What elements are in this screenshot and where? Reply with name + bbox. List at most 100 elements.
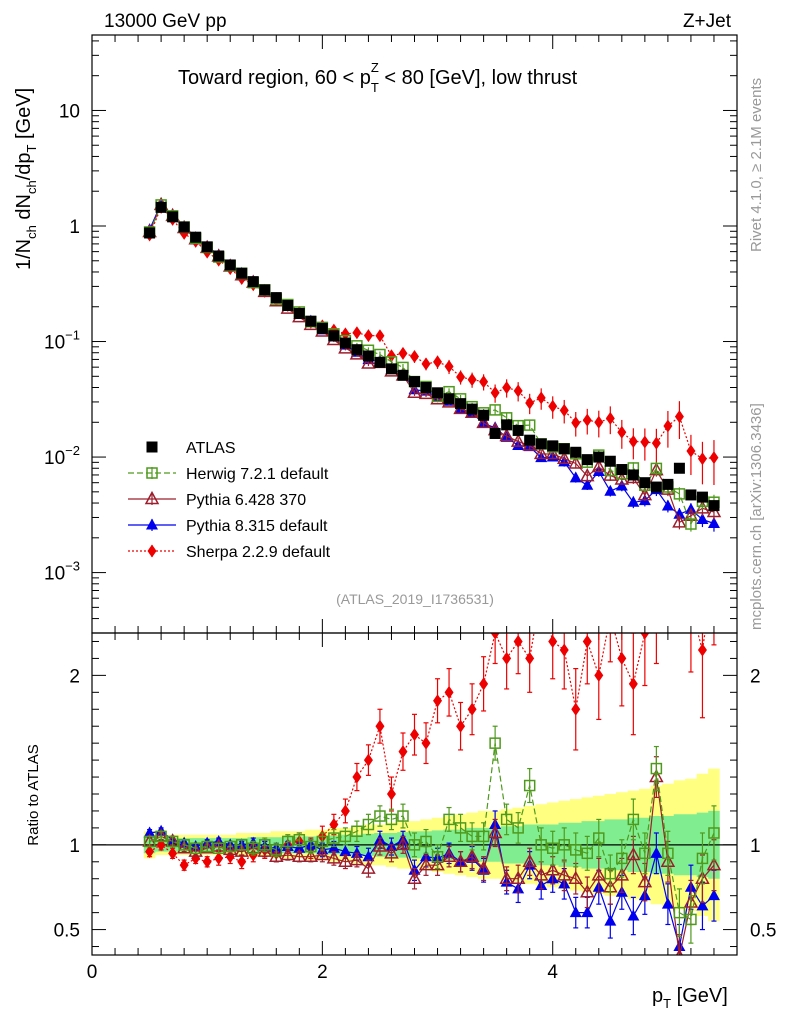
energy-label: 13000 GeV pp bbox=[104, 11, 227, 32]
herwig-ratio-point bbox=[247, 842, 259, 854]
y-tick-label: 10 bbox=[59, 101, 80, 122]
atlas-data-point bbox=[593, 451, 605, 463]
pythia6-main-point bbox=[499, 427, 514, 442]
pythia6-ratio-point bbox=[338, 853, 353, 868]
title-part-a: Toward region, 60 < p bbox=[178, 67, 371, 89]
process-label: Z+Jet bbox=[683, 11, 732, 32]
legend-label-herwig: Herwig 7.2.1 default bbox=[186, 466, 329, 483]
sherpa-ratio-point bbox=[467, 702, 477, 716]
pythia8-main-point bbox=[581, 478, 594, 490]
sherpa-ratio-point bbox=[537, 584, 546, 597]
herwig-ratio-point bbox=[397, 810, 409, 822]
sherpa-main-point bbox=[398, 346, 408, 360]
pythia6-ratio-point bbox=[315, 846, 330, 861]
pythia6-ratio-point bbox=[395, 836, 411, 851]
sherpa-main-point bbox=[674, 410, 684, 424]
atlas-data-point bbox=[397, 369, 409, 381]
pythia6-main-point bbox=[603, 467, 618, 481]
sherpa-ratio-point bbox=[617, 651, 627, 665]
pythia8-ratio-point bbox=[569, 906, 582, 918]
herwig-main-point bbox=[650, 462, 663, 475]
pythia6-main-point bbox=[407, 384, 422, 399]
series-pythia6-ratio bbox=[142, 756, 722, 955]
atlas-data-point bbox=[535, 438, 547, 450]
herwig-ratio-point bbox=[466, 830, 478, 843]
herwig-ratio-point bbox=[178, 839, 190, 851]
herwig-ratio-point bbox=[270, 844, 283, 856]
pythia6-main-point bbox=[672, 514, 687, 528]
sherpa-ratio-point bbox=[202, 855, 212, 869]
pythia8-ratio-point bbox=[604, 914, 617, 926]
y-tick-label: 1 bbox=[69, 217, 80, 238]
legend-marker-atlas bbox=[146, 441, 158, 453]
herwig-ratio-point bbox=[328, 832, 340, 844]
sherpa-ratio-point bbox=[398, 745, 408, 759]
atlas-data-point bbox=[627, 469, 639, 481]
atlas-data-point bbox=[316, 322, 328, 334]
herwig-ratio-point bbox=[489, 737, 501, 749]
sherpa-ratio-point bbox=[606, 610, 615, 623]
legend-label-atlas: ATLAS bbox=[186, 440, 236, 457]
atlas-data-point bbox=[328, 330, 340, 342]
pythia6-ratio-point bbox=[626, 846, 641, 861]
pythia6-ratio-point bbox=[510, 870, 526, 884]
sherpa-ratio-point bbox=[456, 719, 466, 733]
atlas-data-point bbox=[570, 446, 582, 458]
legend-entry-atlas: ATLAS bbox=[146, 440, 236, 457]
sherpa-main-point bbox=[410, 349, 419, 363]
sherpa-main-point bbox=[594, 415, 604, 429]
sherpa-main-point bbox=[686, 444, 696, 458]
herwig-ratio-point bbox=[305, 840, 317, 853]
ratio-y-label: Ratio to ATLAS bbox=[25, 744, 42, 845]
pythia8-main-point bbox=[661, 499, 674, 511]
herwig-ratio-point bbox=[282, 835, 294, 848]
pythia6-ratio-point bbox=[326, 850, 342, 864]
herwig-main-point bbox=[673, 488, 686, 500]
sherpa-ratio-point bbox=[340, 804, 350, 818]
ratio-panel: 0 2 4 0.5 0.5 1 1 2 2 bbox=[54, 466, 776, 983]
atlas-data-point bbox=[512, 424, 524, 436]
sherpa-ratio-point bbox=[421, 736, 431, 750]
atlas-data-point bbox=[201, 241, 213, 253]
sherpa-ratio-point bbox=[594, 668, 604, 682]
ratio-y-tick-label-right: 1 bbox=[750, 836, 761, 857]
title-sup: Z bbox=[371, 60, 379, 75]
pythia6-ratio-point bbox=[591, 867, 607, 881]
pythia8-ratio-point bbox=[661, 897, 674, 909]
sherpa-ratio-point bbox=[571, 702, 581, 716]
herwig-ratio-point bbox=[662, 847, 674, 860]
herwig-ratio-line bbox=[149, 743, 715, 921]
sherpa-main-point bbox=[386, 349, 396, 363]
pythia6-ratio-point bbox=[188, 843, 203, 857]
sherpa-main-point bbox=[375, 329, 385, 343]
herwig-ratio-point bbox=[593, 832, 605, 844]
legend: ATLAS Herwig 7.2.1 default Pythia 6.428 37… bbox=[128, 440, 331, 561]
sherpa-main-point bbox=[697, 452, 707, 466]
atlas-data-point bbox=[524, 434, 536, 446]
main-plot-area bbox=[142, 196, 722, 532]
legend-label-sherpa: Sherpa 2.2.9 default bbox=[186, 544, 331, 561]
pythia6-ratio-point bbox=[430, 857, 445, 871]
herwig-ratio-point bbox=[477, 830, 490, 843]
legend-marker-pythia6 bbox=[144, 490, 160, 505]
sherpa-ratio-point bbox=[329, 818, 339, 832]
pythia6-ratio-point bbox=[292, 848, 307, 862]
herwig-ratio-point bbox=[235, 839, 248, 851]
herwig-ratio-point bbox=[351, 825, 363, 838]
pythia8-main-point bbox=[569, 471, 582, 483]
sherpa-main-point bbox=[559, 403, 569, 417]
legend-marker-sherpa bbox=[147, 544, 157, 558]
atlas-data-point bbox=[282, 300, 294, 312]
pythia6-ratio-point bbox=[303, 848, 319, 862]
sherpa-ratio-point bbox=[663, 466, 672, 479]
herwig-main-point bbox=[523, 419, 536, 431]
legend-entry-pythia8: Pythia 8.315 default bbox=[128, 518, 328, 535]
atlas-data-point bbox=[167, 211, 179, 223]
herwig-ratio-point bbox=[166, 835, 179, 848]
herwig-ratio-point bbox=[155, 830, 167, 843]
herwig-ratio-point bbox=[558, 839, 570, 851]
x-tick-label: 0 bbox=[87, 962, 98, 983]
atlas-data-point bbox=[362, 350, 374, 362]
sherpa-main-point bbox=[617, 425, 627, 439]
sherpa-main-point bbox=[548, 399, 558, 413]
